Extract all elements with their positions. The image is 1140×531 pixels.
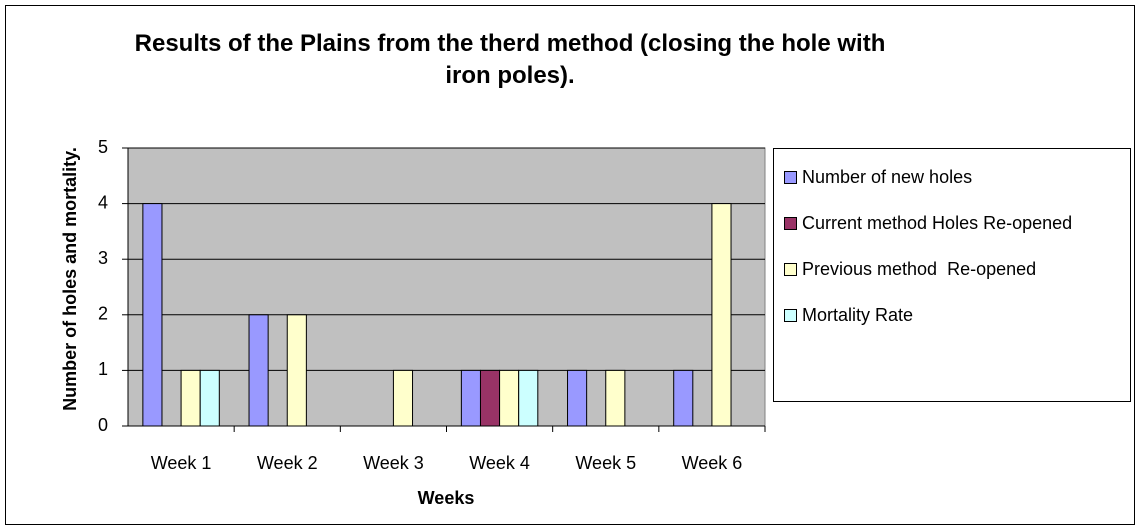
bar (199, 369, 220, 427)
bar (567, 369, 588, 427)
legend: Number of new holes Current method Holes … (773, 148, 1131, 402)
bar (711, 203, 732, 427)
legend-item: Previous method Re-opened (784, 257, 1126, 281)
legend-label: Mortality Rate (802, 305, 914, 325)
legend-label: Current method Holes Re-opened (802, 213, 1073, 233)
y-tick-label: 4 (98, 192, 108, 212)
legend-label: Number of new holes (802, 167, 973, 187)
legend-swatch (784, 171, 797, 184)
legend-swatch (784, 217, 797, 230)
x-axis-label: Weeks (417, 488, 475, 508)
y-tick-label: 0 (98, 415, 108, 435)
plot-area (127, 147, 766, 427)
legend-item: Current method Holes Re-opened (784, 211, 1126, 235)
bar (248, 314, 269, 427)
bar (286, 314, 307, 427)
bar (392, 369, 414, 427)
x-tick-label: Week 5 (575, 453, 636, 473)
x-tick-label: Week 6 (682, 453, 743, 473)
legend-item: Mortality Rate (784, 303, 1126, 327)
bar (499, 369, 520, 427)
y-tick-label: 1 (98, 359, 108, 379)
x-tick-label: Week 3 (363, 453, 424, 473)
bar (518, 369, 539, 427)
y-tick-label: 5 (98, 137, 108, 157)
y-tick-label: 2 (98, 304, 108, 324)
bar (605, 369, 626, 427)
bar (142, 203, 163, 427)
bar (479, 369, 501, 427)
chart-title: Results of the Plains from the therd met… (134, 30, 886, 89)
bar (460, 369, 481, 427)
bar (673, 369, 694, 427)
x-tick-label: Week 2 (257, 453, 318, 473)
bar (180, 369, 201, 427)
legend-label: Previous method Re-opened (802, 259, 1037, 279)
legend-swatch (784, 263, 797, 276)
x-tick-label: Week 4 (469, 453, 530, 473)
legend-item: Number of new holes (784, 165, 1126, 189)
x-tick-label: Week 1 (151, 453, 212, 473)
y-tick-label: 3 (98, 248, 108, 268)
y-axis-label: Number of holes and mortality. (60, 147, 80, 411)
legend-swatch (784, 309, 797, 322)
